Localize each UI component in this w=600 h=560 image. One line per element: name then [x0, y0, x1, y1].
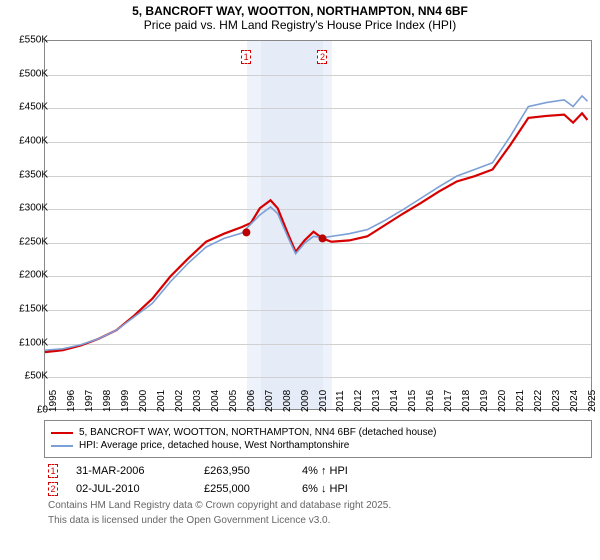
- chart-plot-area: [44, 40, 592, 410]
- x-axis-label: 2014: [389, 390, 400, 412]
- legend-swatch: [51, 445, 73, 447]
- y-axis-label: £0: [8, 405, 48, 416]
- x-axis-label: 2020: [497, 390, 508, 412]
- chart-title: 5, BANCROFT WAY, WOOTTON, NORTHAMPTON, N…: [0, 4, 600, 18]
- x-axis-label: 2002: [174, 390, 185, 412]
- y-axis-label: £400K: [8, 135, 48, 146]
- legend-sale-delta: 6% ↓ HPI: [302, 483, 348, 495]
- footnote-2: This data is licensed under the Open Gov…: [44, 515, 592, 526]
- x-axis-label: 2019: [479, 390, 490, 412]
- sale-marker-2: 2: [317, 50, 327, 64]
- legend-series-row: 5, BANCROFT WAY, WOOTTON, NORTHAMPTON, N…: [51, 427, 585, 438]
- y-axis-label: £500K: [8, 68, 48, 79]
- x-axis-label: 2011: [335, 390, 346, 412]
- x-axis-label: 2021: [515, 390, 526, 412]
- x-axis-label: 2025: [587, 390, 598, 412]
- legend-sale-date: 02-JUL-2010: [76, 483, 186, 495]
- x-axis-label: 2004: [210, 390, 221, 412]
- x-axis-label: 2001: [156, 390, 167, 412]
- legend-series-row: HPI: Average price, detached house, West…: [51, 440, 585, 451]
- footnote-1: Contains HM Land Registry data © Crown c…: [44, 500, 592, 511]
- x-axis-label: 2015: [407, 390, 418, 412]
- legend-sale-price: £255,000: [204, 483, 284, 495]
- chart-svg: [45, 41, 591, 409]
- x-axis-label: 2008: [282, 390, 293, 412]
- chart-subtitle: Price paid vs. HM Land Registry's House …: [0, 18, 600, 32]
- legend-sale-marker: 1: [48, 464, 58, 478]
- chart-container: 5, BANCROFT WAY, WOOTTON, NORTHAMPTON, N…: [0, 0, 600, 560]
- legend-series-box: 5, BANCROFT WAY, WOOTTON, NORTHAMPTON, N…: [44, 420, 592, 458]
- y-axis-label: £250K: [8, 236, 48, 247]
- x-axis-label: 2010: [318, 390, 329, 412]
- sale-dot-2: [318, 234, 326, 242]
- y-axis-label: £50K: [8, 371, 48, 382]
- series-hpi: [45, 96, 587, 350]
- x-axis-label: 2022: [533, 390, 544, 412]
- x-axis-label: 2016: [425, 390, 436, 412]
- x-axis-label: 2024: [569, 390, 580, 412]
- legend-swatch: [51, 432, 73, 434]
- legend-sale-row: 1 31-MAR-2006 £263,950 4% ↑ HPI: [48, 464, 592, 478]
- legend-sales: 1 31-MAR-2006 £263,950 4% ↑ HPI 2 02-JUL-2010…: [44, 464, 592, 496]
- legend-sale-delta: 4% ↑ HPI: [302, 465, 348, 477]
- y-axis-label: £300K: [8, 203, 48, 214]
- legend-sale-marker: 2: [48, 482, 58, 496]
- legend: 5, BANCROFT WAY, WOOTTON, NORTHAMPTON, N…: [44, 420, 592, 526]
- x-axis-label: 2017: [443, 390, 454, 412]
- legend-sale-row: 2 02-JUL-2010 £255,000 6% ↓ HPI: [48, 482, 592, 496]
- x-axis-label: 2005: [228, 390, 239, 412]
- y-axis-label: £200K: [8, 270, 48, 281]
- y-axis-label: £100K: [8, 337, 48, 348]
- sale-marker-1: 1: [241, 50, 251, 64]
- x-axis-label: 1999: [120, 390, 131, 412]
- x-axis-label: 2000: [138, 390, 149, 412]
- series-property: [45, 113, 587, 352]
- legend-series-label: 5, BANCROFT WAY, WOOTTON, NORTHAMPTON, N…: [79, 427, 437, 438]
- x-axis-label: 2013: [371, 390, 382, 412]
- legend-series-label: HPI: Average price, detached house, West…: [79, 440, 349, 451]
- x-axis-label: 1998: [102, 390, 113, 412]
- x-axis-label: 2006: [246, 390, 257, 412]
- sale-dot-1: [242, 228, 250, 236]
- x-axis-label: 2009: [300, 390, 311, 412]
- x-axis-label: 2018: [461, 390, 472, 412]
- y-axis-label: £150K: [8, 304, 48, 315]
- y-axis-label: £450K: [8, 102, 48, 113]
- y-axis-label: £550K: [8, 35, 48, 46]
- x-axis-label: 2003: [192, 390, 203, 412]
- y-axis-label: £350K: [8, 169, 48, 180]
- chart-titles: 5, BANCROFT WAY, WOOTTON, NORTHAMPTON, N…: [0, 0, 600, 32]
- x-axis-label: 2023: [551, 390, 562, 412]
- legend-sale-date: 31-MAR-2006: [76, 465, 186, 477]
- legend-sale-price: £263,950: [204, 465, 284, 477]
- x-axis-label: 1997: [84, 390, 95, 412]
- x-axis-label: 1996: [66, 390, 77, 412]
- x-axis-label: 2012: [353, 390, 364, 412]
- x-axis-label: 1995: [48, 390, 59, 412]
- x-axis-label: 2007: [264, 390, 275, 412]
